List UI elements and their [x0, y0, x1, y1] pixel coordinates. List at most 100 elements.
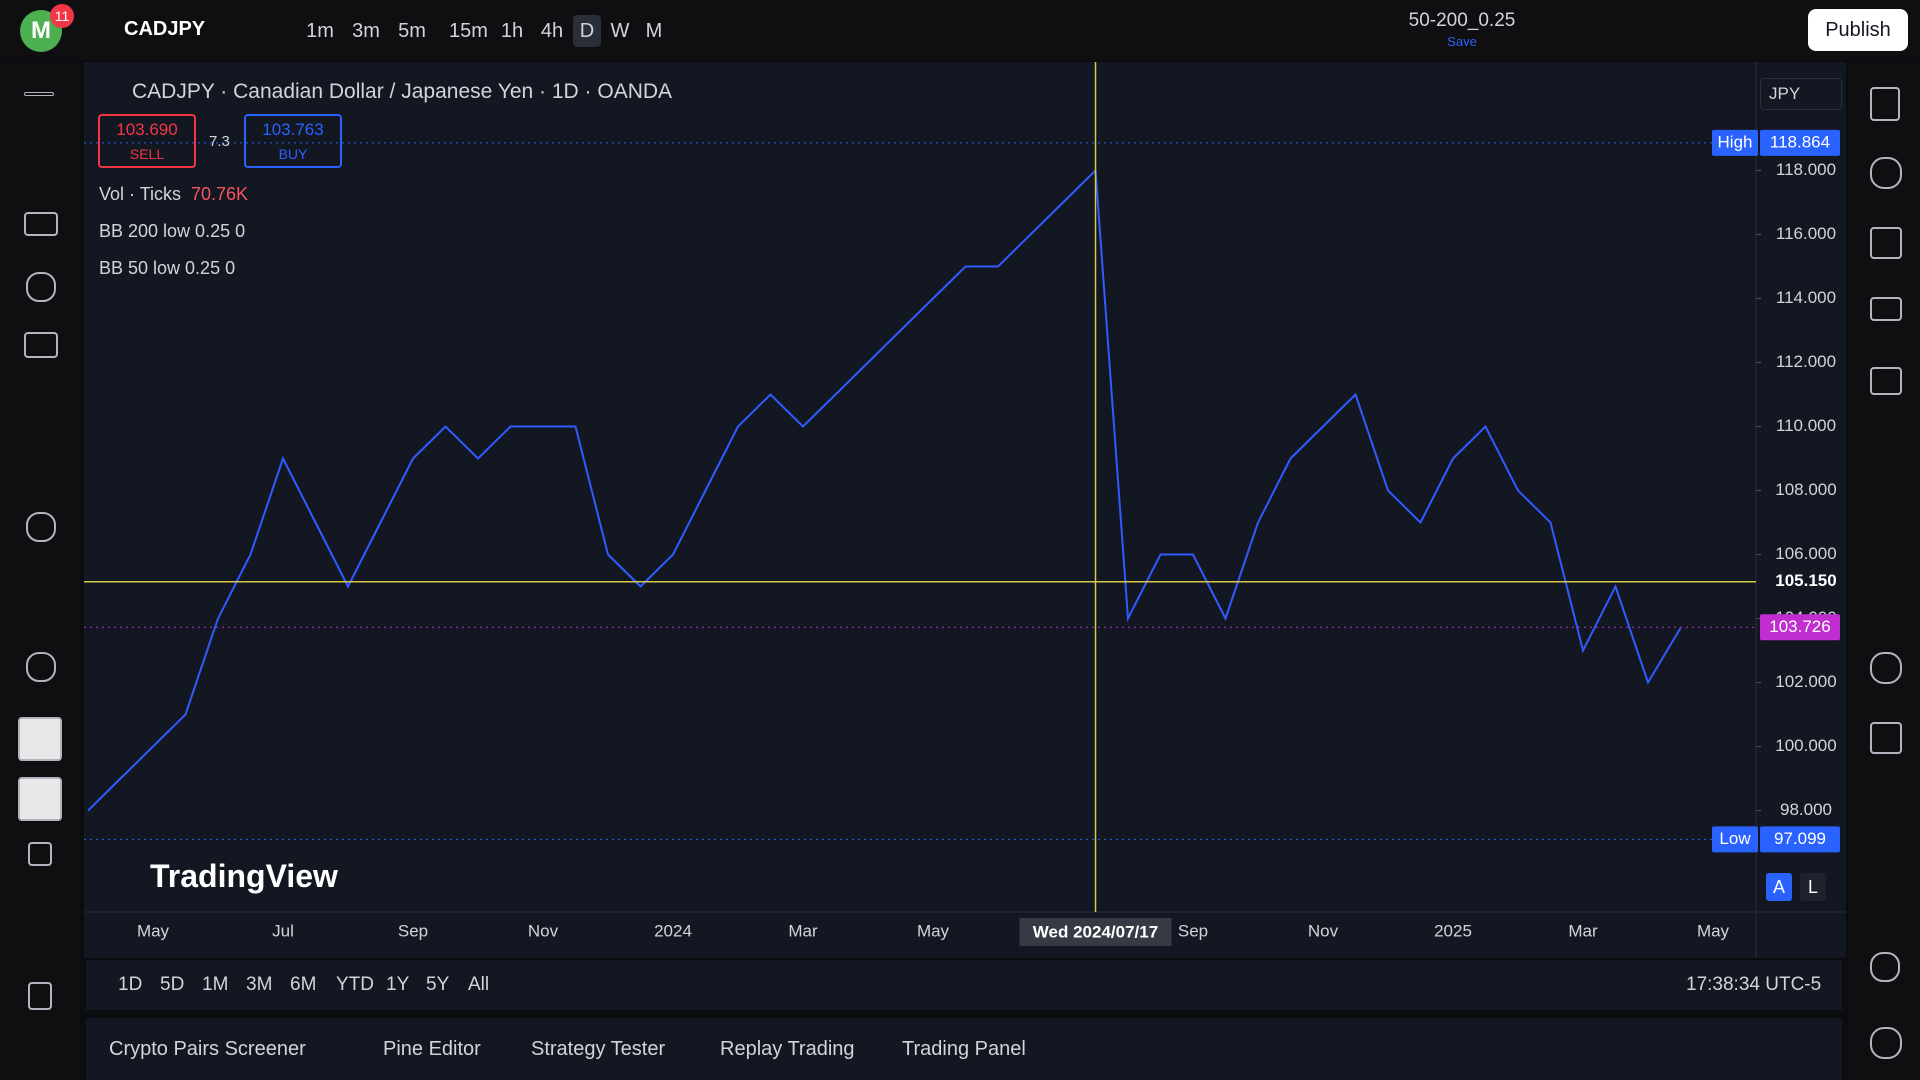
publish-button[interactable]: Publish — [1808, 9, 1908, 51]
notifications[interactable] — [1870, 952, 1900, 982]
low-name: Low — [1719, 829, 1751, 848]
lock-tool[interactable] — [28, 842, 52, 866]
range-bar: 1D 5D 1M 3M 6M YTD 1Y 5Y All 17:38:34 UTC-5 — [86, 960, 1842, 1010]
buy-price[interactable]: 103.763 — [262, 120, 324, 139]
range-button[interactable]: 3M — [246, 974, 273, 995]
low-value: 97.099 — [1774, 829, 1826, 848]
interval-button[interactable]: 3m — [352, 20, 380, 42]
clock: 17:38:34 UTC-5 — [1686, 974, 1822, 995]
zoom-tool[interactable] — [26, 652, 56, 682]
y-tick-label: 108.000 — [1775, 480, 1836, 499]
sell-price[interactable]: 103.690 — [116, 120, 178, 139]
target[interactable] — [1870, 652, 1902, 684]
x-tick-label: Sep — [398, 921, 428, 940]
range-button[interactable]: 5D — [160, 974, 185, 995]
watchlist[interactable] — [1870, 87, 1900, 121]
news[interactable] — [1870, 227, 1902, 259]
crosshair-date-box — [1019, 918, 1172, 946]
lines-tool[interactable] — [24, 212, 58, 236]
y-tick-label: 100.000 — [1775, 736, 1836, 755]
low-box — [1760, 826, 1840, 853]
pattern-tool[interactable] — [26, 272, 56, 302]
x-tick-label: Mar — [1568, 921, 1598, 940]
bottom-tab[interactable]: Pine Editor — [383, 1038, 481, 1060]
y-tick-label: 114.000 — [1776, 288, 1836, 307]
drawing-mode[interactable] — [18, 777, 62, 821]
interval-button[interactable]: 5m — [398, 20, 426, 42]
x-tick-label: Mar — [788, 921, 818, 940]
scale-button[interactable]: A — [1766, 873, 1792, 901]
high-name-box — [1712, 129, 1758, 156]
interval-button[interactable]: 1m — [306, 20, 334, 42]
high-box — [1760, 129, 1840, 156]
indicator-name[interactable]: Vol · Ticks — [99, 184, 182, 204]
sell-box[interactable] — [98, 114, 196, 168]
x-tick-label: Nov — [1308, 921, 1339, 940]
x-tick-label: Jul — [272, 921, 294, 940]
buy-box[interactable] — [244, 114, 342, 168]
indicator-name[interactable]: BB 200 low 0.25 0 — [99, 221, 246, 241]
magnet-tool[interactable] — [18, 717, 62, 761]
range-button[interactable]: 1Y — [386, 974, 410, 995]
range-button[interactable]: YTD — [336, 974, 374, 995]
x-tick-label: Nov — [528, 921, 559, 940]
x-tick-label: 2024 — [654, 921, 692, 940]
notification-badge: 11 — [50, 4, 74, 28]
bottom-tab[interactable]: Crypto Pairs Screener — [109, 1038, 306, 1060]
fib-tool[interactable] — [24, 332, 58, 358]
bottom-tab[interactable]: Replay Trading — [720, 1038, 855, 1060]
interval-button[interactable]: W — [610, 20, 630, 42]
x-tick-label: 2025 — [1434, 921, 1472, 940]
x-tick-label: May — [1697, 921, 1730, 940]
chart-title: CADJPY · Canadian Dollar / Japanese Yen … — [132, 80, 673, 103]
range-button[interactable]: 6M — [290, 974, 317, 995]
x-tick-label: May — [917, 921, 950, 940]
high-value: 118.864 — [1770, 132, 1830, 151]
alerts[interactable] — [1870, 157, 1902, 189]
y-tick-label: 118.000 — [1776, 160, 1836, 179]
indicator-value: 70.76K — [191, 184, 249, 204]
spread: 7.3 — [209, 133, 230, 150]
bottom-tab[interactable]: Strategy Tester — [531, 1038, 666, 1060]
indicator-name[interactable]: BB 50 low 0.25 0 — [99, 258, 236, 278]
watermark: TradingView — [150, 858, 338, 894]
buy-label[interactable]: BUY — [278, 146, 308, 162]
y-tick-label: 106.000 — [1775, 544, 1836, 563]
interval-button[interactable]: 1h — [500, 20, 524, 42]
trash-tool[interactable] — [28, 982, 52, 1010]
currency-select[interactable]: JPY — [1760, 78, 1842, 110]
layout-save[interactable]: Save — [1447, 34, 1477, 49]
range-button[interactable]: All — [468, 974, 490, 995]
emoji-tool[interactable] — [26, 512, 56, 542]
crosshair-date: Wed 2024/07/17 — [1033, 922, 1158, 941]
range-button[interactable]: 5Y — [426, 974, 450, 995]
interval-button[interactable]: 4h — [540, 20, 564, 42]
help[interactable] — [1870, 1027, 1902, 1059]
y-tick-label: 98.000 — [1780, 800, 1832, 819]
y-tick-label: 102.000 — [1775, 672, 1836, 691]
x-tick-label: May — [137, 921, 170, 940]
y-tick-label: 116.000 — [1776, 224, 1836, 243]
drawing-toolbar — [0, 62, 80, 1080]
sell-label[interactable]: SELL — [129, 146, 165, 162]
last-box — [1760, 614, 1840, 641]
chats[interactable] — [1870, 367, 1902, 395]
bottom-tab[interactable]: Trading Panel — [902, 1038, 1026, 1060]
layers[interactable] — [1870, 297, 1902, 321]
interval-button[interactable]: D — [573, 15, 601, 47]
calendar[interactable] — [1870, 722, 1902, 754]
price-line — [87, 168, 1682, 812]
last-value: 103.726 — [1769, 617, 1830, 636]
y-tick-label: 112.000 — [1776, 352, 1836, 371]
layout-name[interactable]: 50-200_0.25 — [1408, 10, 1516, 31]
interval-button[interactable]: 15m — [449, 20, 488, 42]
interval-button[interactable]: M — [645, 20, 663, 42]
crosshair-tool[interactable] — [24, 92, 54, 96]
bottom-panel: Crypto Pairs Screener Pine Editor Strategy… — [86, 1018, 1842, 1080]
range-button[interactable]: 1M — [202, 974, 229, 995]
scale-button[interactable]: L — [1800, 873, 1826, 901]
range-button[interactable]: 1D — [118, 974, 143, 995]
symbol-search[interactable]: CADJPY — [124, 18, 206, 40]
y-tick-label: 110.000 — [1776, 416, 1836, 435]
